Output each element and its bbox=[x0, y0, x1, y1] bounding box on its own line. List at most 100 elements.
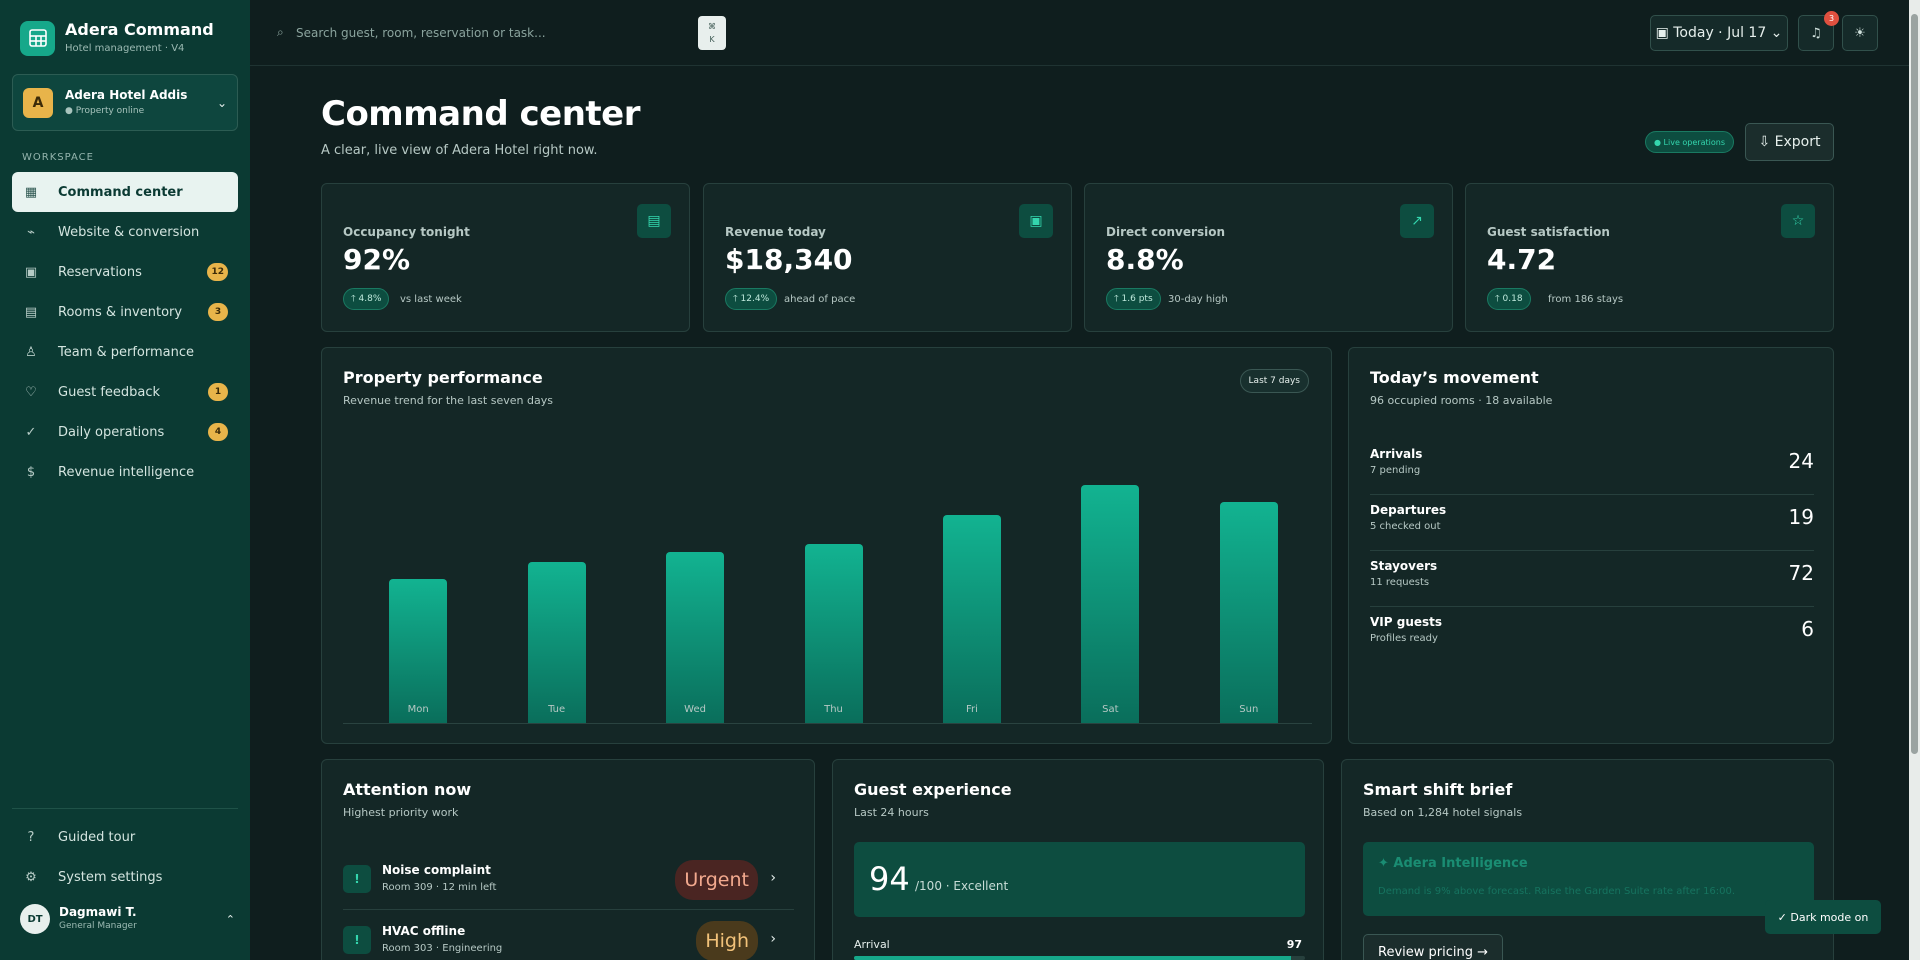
sidebar-item-label: System settings bbox=[58, 869, 163, 885]
chart-x-tick-label: Mon bbox=[407, 704, 429, 715]
movement-row: Arrivals 7 pending 24 bbox=[1370, 439, 1814, 495]
sidebar-item-website-conversion[interactable]: ⌁ Website & conversion bbox=[12, 212, 238, 252]
sidebar-bottom-nav: ? Guided tour ⚙ System settings bbox=[12, 817, 238, 897]
notifications-button[interactable]: ♫ 3 bbox=[1798, 11, 1839, 51]
theme-toggle-button[interactable]: ☀ bbox=[1842, 15, 1878, 51]
notification-badge: 3 bbox=[1824, 11, 1839, 26]
sidebar-item-reservations[interactable]: ▣ Reservations 12 bbox=[12, 252, 238, 292]
scrollbar[interactable] bbox=[1909, 0, 1920, 960]
kpi-delta-badge: 🡑 12.4% bbox=[725, 288, 778, 310]
topbar: ⌕ ⌘ K ▣ Today · Jul 17 ⌄ ♫ 3 ☀ bbox=[250, 0, 1910, 66]
attention-item-subtitle: Room 303 · Engineering bbox=[382, 943, 503, 954]
priority-badge: Urgent bbox=[675, 860, 758, 900]
attention-item[interactable]: ! Noise complaint Room 309 · 12 min left Ur… bbox=[343, 852, 794, 910]
avatar: DT bbox=[20, 904, 50, 934]
sidebar-item-team-performance[interactable]: ♙ Team & performance bbox=[12, 332, 238, 372]
property-avatar: A bbox=[23, 87, 53, 118]
review-pricing-button[interactable]: Review pricing → bbox=[1363, 934, 1503, 960]
performance-subtitle: Revenue trend for the last seven days bbox=[343, 394, 553, 407]
attention-subtitle: Highest priority work bbox=[343, 806, 459, 819]
sidebar-item-label: Guest feedback bbox=[58, 384, 161, 400]
export-button[interactable]: ⇩ Export bbox=[1745, 123, 1834, 161]
user-menu[interactable]: DT Dagmawi T. General Manager ⌃ bbox=[20, 904, 235, 934]
person-icon: ♙ bbox=[25, 344, 37, 360]
sidebar-item-daily-operations[interactable]: ✓ Daily operations 4 bbox=[12, 412, 238, 452]
chart-x-tick-label: Tue bbox=[548, 704, 566, 715]
revenue-bar-chart: Mon Tue Wed Thu Fri Sat Sun bbox=[343, 438, 1312, 738]
brief-subtitle: Based on 1,284 hotel signals bbox=[1363, 806, 1523, 819]
chart-x-tick-label: Wed bbox=[684, 704, 706, 715]
kpi-label: Revenue today bbox=[725, 225, 826, 239]
dollar-icon: $ bbox=[26, 464, 36, 480]
priority-badge: High bbox=[696, 921, 758, 960]
sidebar-item-label: Reservations bbox=[58, 264, 142, 280]
chart-bar-wed bbox=[666, 551, 725, 723]
check-icon: ✓ bbox=[25, 424, 37, 440]
experience-score-label: /100 · Excellent bbox=[915, 879, 1009, 893]
ai-insight-text: Demand is 9% above forecast. Raise the G… bbox=[1378, 886, 1736, 897]
performance-card: Property performance Revenue trend for t… bbox=[321, 347, 1332, 744]
kpi-value: 4.72 bbox=[1487, 243, 1557, 276]
chart-baseline bbox=[343, 723, 1312, 724]
chart-bar-thu bbox=[804, 544, 863, 723]
bed-icon: ▤ bbox=[637, 204, 671, 238]
dark-mode-toast: ✓ Dark mode on bbox=[1765, 900, 1881, 934]
user-role: General Manager bbox=[59, 921, 137, 931]
kpi-label: Occupancy tonight bbox=[343, 225, 470, 239]
property-status: ● Property online bbox=[65, 106, 145, 116]
sidebar-item-system-settings[interactable]: ⚙ System settings bbox=[12, 857, 238, 897]
movement-value: 24 bbox=[1788, 449, 1814, 473]
sidebar-item-rooms-inventory[interactable]: ▤ Rooms & inventory 3 bbox=[12, 292, 238, 332]
experience-score-box: 94 /100 · Excellent bbox=[854, 842, 1305, 917]
page-subtitle: A clear, live view of Adera Hotel right … bbox=[321, 143, 598, 158]
search-input[interactable] bbox=[296, 18, 676, 48]
attention-title: Attention now bbox=[343, 780, 472, 799]
live-operations-badge: ● Live operations bbox=[1645, 131, 1734, 153]
alert-icon: ! bbox=[343, 865, 371, 893]
movement-label: Arrivals bbox=[1370, 447, 1423, 461]
experience-subtitle: Last 24 hours bbox=[854, 806, 929, 819]
arrival-progress-fill bbox=[854, 956, 1292, 960]
sidebar-item-revenue-intelligence[interactable]: $ Revenue intelligence bbox=[12, 452, 238, 492]
keyboard-shortcut-hint: ⌘ K bbox=[698, 16, 726, 50]
sidebar-item-label: Team & performance bbox=[58, 344, 195, 360]
workspace-section-label: WORKSPACE bbox=[22, 152, 94, 163]
kpi-note: 30-day high bbox=[1168, 294, 1228, 305]
brand: Adera Command Hotel management · V4 bbox=[20, 20, 214, 56]
attention-item[interactable]: ! HVAC offline Room 303 · Engineering High › bbox=[343, 913, 794, 960]
sidebar-item-label: Website & conversion bbox=[58, 224, 200, 240]
chart-x-tick-label: Thu bbox=[824, 704, 843, 715]
grid-icon bbox=[20, 20, 55, 56]
range-selector[interactable]: Last 7 days bbox=[1239, 369, 1309, 393]
command-key: ⌘ bbox=[708, 22, 716, 31]
movement-label: Stayovers bbox=[1370, 559, 1438, 573]
gear-icon: ⚙ bbox=[25, 869, 37, 885]
sidebar-nav: ▦ Command center ⌁ Website & conversion ▣ Res… bbox=[12, 172, 238, 492]
bell-icon: ♫ bbox=[1810, 25, 1822, 41]
kpi-card: Direct conversion 8.8% 🡑 1.6 pts 30-day hig… bbox=[1084, 183, 1453, 332]
movement-sublabel: 7 pending bbox=[1370, 465, 1421, 476]
sidebar-item-label: Command center bbox=[58, 184, 183, 200]
chart-bar-tue bbox=[527, 561, 586, 723]
movement-row: Stayovers 11 requests 72 bbox=[1370, 551, 1814, 607]
movement-sublabel: 5 checked out bbox=[1370, 521, 1441, 532]
date-picker-button[interactable]: ▣ Today · Jul 17 ⌄ bbox=[1650, 15, 1788, 51]
movement-label: Departures bbox=[1370, 503, 1447, 517]
chart-x-tick-label: Fri bbox=[965, 704, 978, 715]
sidebar-item-command-center[interactable]: ▦ Command center bbox=[12, 172, 238, 212]
movement-value: 6 bbox=[1801, 617, 1814, 641]
movement-sublabel: 11 requests bbox=[1370, 577, 1430, 588]
scrollbar-thumb[interactable] bbox=[1911, 14, 1918, 754]
arrow-up-right-icon: ↗ bbox=[1400, 204, 1434, 238]
wallet-icon: ▣ bbox=[1019, 204, 1053, 238]
kpi-card: Revenue today $18,340 🡑 12.4% ahead of pace… bbox=[703, 183, 1072, 332]
property-switcher[interactable]: A Adera Hotel Addis ● Property online ⌄ bbox=[12, 74, 238, 131]
property-name: Adera Hotel Addis bbox=[65, 88, 188, 102]
bed-icon: ▤ bbox=[24, 304, 38, 320]
kpi-card: Occupancy tonight 92% 🡑 4.8% vs last week ▤ bbox=[321, 183, 690, 332]
sidebar-item-guided-tour[interactable]: ? Guided tour bbox=[12, 817, 238, 857]
kpi-note: ahead of pace bbox=[784, 294, 856, 305]
sidebar-item-guest-feedback[interactable]: ♡ Guest feedback 1 bbox=[12, 372, 238, 412]
attention-item-title: HVAC offline bbox=[382, 924, 466, 938]
movement-row: VIP guests Profiles ready 6 bbox=[1370, 607, 1814, 663]
